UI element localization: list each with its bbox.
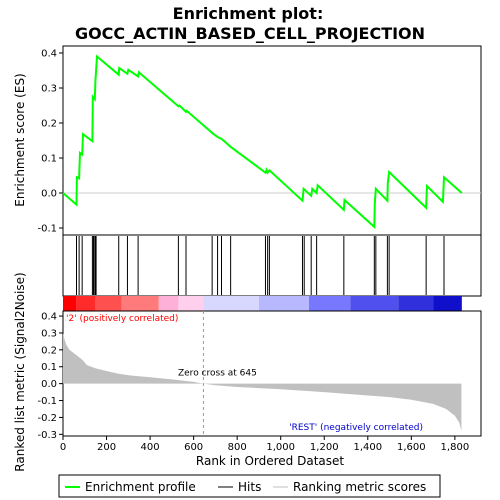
hits-panel-frame [62,234,482,297]
metric-y-tick-label: -0.1 [37,396,57,407]
es-y-tick-label: 0.1 [41,154,57,165]
metric-x-tick-label: 1,000 [266,442,295,453]
chart-title-line-1: Enrichment plot: [173,4,324,23]
es-y-tick-label: 0.2 [41,119,57,130]
legend-metric-label: Ranking metric scores [293,480,426,494]
metric-x-tick-label: 600 [184,442,203,453]
hits-marks [75,236,445,295]
metric-x-tick-label: 400 [141,442,160,453]
metric-x-tick-label: 800 [228,442,247,453]
es-y-tick-label: 0.0 [41,189,57,200]
enrichment-profile-line [62,54,463,230]
heatmap-band [158,296,179,311]
metric-x-tick-label: 0 [60,442,66,453]
heatmap-band [309,296,351,311]
heatmap-band [350,296,399,311]
metric-y-tick-label: 0.1 [41,362,57,373]
metric-panel-frame [62,310,482,437]
heatmap-band [398,296,434,311]
negative-correlation-label: 'REST' (negatively correlated) [289,423,423,433]
heatmap-band [121,296,159,311]
legend-profile-label: Enrichment profile [85,480,196,494]
metric-y-tick-label: 0.4 [41,312,57,323]
metric-x-axis: 0 200 400 600 800 1,000 1,200 1,400 1,600 1,800 [60,436,469,453]
metric-y-tick-label: 0.2 [41,345,57,356]
metric-y-tick-label: -0.2 [37,413,57,424]
chart-title-line-2: GOCC_ACTIN_BASED_CELL_PROJECTION [75,24,425,43]
heatmap-band [433,296,462,311]
heatmap-band [258,296,310,311]
heatmap-band [203,296,259,311]
metric-y-tick-label: -0.3 [37,430,57,441]
metric-y-axis: -0.3 -0.2 -0.1 0.0 0.1 0.2 0.3 0.4 [37,312,63,441]
metric-y-tick-label: 0.3 [41,328,57,339]
metric-x-tick-label: 1,800 [441,442,470,453]
metric-y-tick-label: 0.0 [41,379,57,390]
es-y-tick-label: 0.3 [41,84,57,95]
heatmap-band [178,296,204,311]
metric-y-axis-label: Ranked list metric (Signal2Noise) [13,272,27,471]
heatmap-band [63,296,77,311]
metric-x-axis-label: Rank in Ordered Dataset [196,454,344,468]
legend-hits-label: Hits [238,480,261,494]
es-panel-frame [62,45,482,236]
heatmap-band [76,296,96,311]
es-y-axis-label: Enrichment score (ES) [13,73,27,206]
metric-x-tick-label: 1,400 [353,442,382,453]
ranked-heatmap-strip [63,296,462,311]
ranking-metric-area [63,333,462,431]
positive-correlation-label: '2' (positively correlated) [66,314,178,324]
metric-x-tick-label: 200 [97,442,116,453]
heatmap-band [95,296,122,311]
legend-box [58,474,441,498]
es-y-tick-label: 0.4 [41,49,57,60]
metric-x-tick-label: 1,600 [397,442,426,453]
es-y-axis: -0.1 0.0 0.1 0.2 0.3 0.4 [37,49,63,235]
zero-cross-label: Zero cross at 645 [178,369,257,379]
metric-x-tick-label: 1,200 [310,442,339,453]
es-y-tick-label: -0.1 [37,224,57,235]
